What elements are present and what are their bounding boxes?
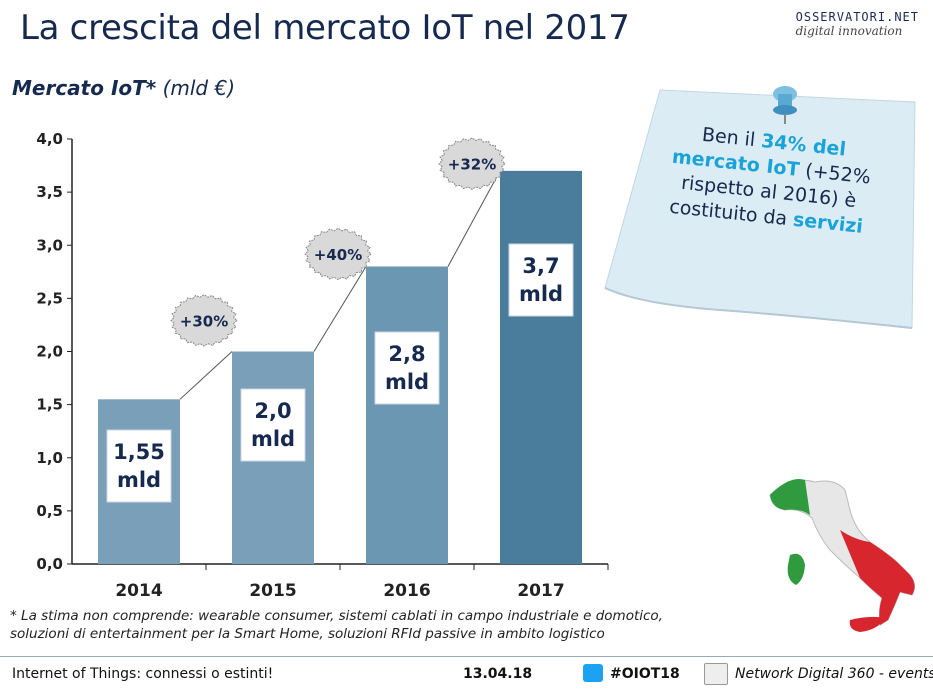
footer-event-title: Internet of Things: connessi o estinti! <box>12 666 274 682</box>
y-tick-label: 4,0 <box>36 130 63 148</box>
bar-chart: 0,0 0,5 1,0 1,5 2,0 2,5 3,0 3,5 4,0 2014 1,55 mld 20… <box>36 130 609 600</box>
growth-label: +32% <box>448 156 496 174</box>
chart-subtitle: Mercato IoT* (mld €) <box>12 76 235 100</box>
y-tick-label: 1,0 <box>36 449 63 467</box>
growth-badge <box>438 137 506 190</box>
sticky-note <box>604 86 916 329</box>
logo-brand: OSSERVATORI.NET <box>795 10 919 24</box>
y-tick-label: 3,5 <box>36 183 63 201</box>
twitter-icon <box>583 664 603 682</box>
bar-label-box <box>240 388 306 462</box>
growth-label: +40% <box>314 246 362 264</box>
growth-connector <box>447 170 501 267</box>
italy-map-image <box>769 479 916 632</box>
subtitle-bold: Mercato IoT* <box>12 76 157 100</box>
footnote: * La stima non comprende: wearable consu… <box>10 608 663 642</box>
growth-badge <box>170 294 238 347</box>
y-tick-label: 2,5 <box>36 289 63 307</box>
note-line1-pre: Ben il <box>700 123 763 152</box>
footer-hashtag: #OIOT18 <box>610 666 680 682</box>
growth-connector <box>313 266 367 352</box>
bar-label-box <box>508 243 574 317</box>
x-tick-label: 2014 <box>115 581 162 600</box>
note-line2-highlight: servizi <box>791 208 864 238</box>
x-tick-label: 2017 <box>517 581 564 600</box>
x-tick-label: 2016 <box>383 581 430 600</box>
footer-network: Network Digital 360 - events <box>735 666 933 682</box>
network360-icon <box>704 663 728 685</box>
x-tick-label: 2015 <box>249 581 296 600</box>
y-tick-label: 2,0 <box>36 343 63 361</box>
growth-connector <box>179 351 233 400</box>
footer-bar: Internet of Things: connessi o estinti! … <box>0 656 933 695</box>
bar-data-label: 1,55 mld <box>113 440 165 492</box>
y-tick-label: 0,5 <box>36 502 63 520</box>
y-tick-label: 3,0 <box>36 236 63 254</box>
growth-label: +30% <box>180 312 228 330</box>
pushpin-icon <box>773 86 797 124</box>
y-tick-label: 0,0 <box>36 555 63 573</box>
bar <box>500 170 582 564</box>
footer-date: 13.04.18 <box>463 666 533 682</box>
bar <box>366 266 448 564</box>
growth-badge <box>304 227 372 281</box>
bar-label-box <box>106 429 172 503</box>
logo-subtitle: digital innovation <box>795 24 903 38</box>
bar-data-label: 2,8 mld <box>385 342 429 394</box>
y-tick-label: 1,5 <box>36 396 63 414</box>
bar-data-label: 3,7 mld <box>519 254 563 306</box>
bar-data-label: 2,0 mld <box>251 399 295 451</box>
page-title: La crescita del mercato IoT nel 2017 <box>20 8 630 48</box>
osservatori-logo: OSSERVATORI.NET digital innovation <box>796 10 919 38</box>
subtitle-unit: (mld €) <box>162 76 236 100</box>
bar-label-box <box>374 331 440 405</box>
